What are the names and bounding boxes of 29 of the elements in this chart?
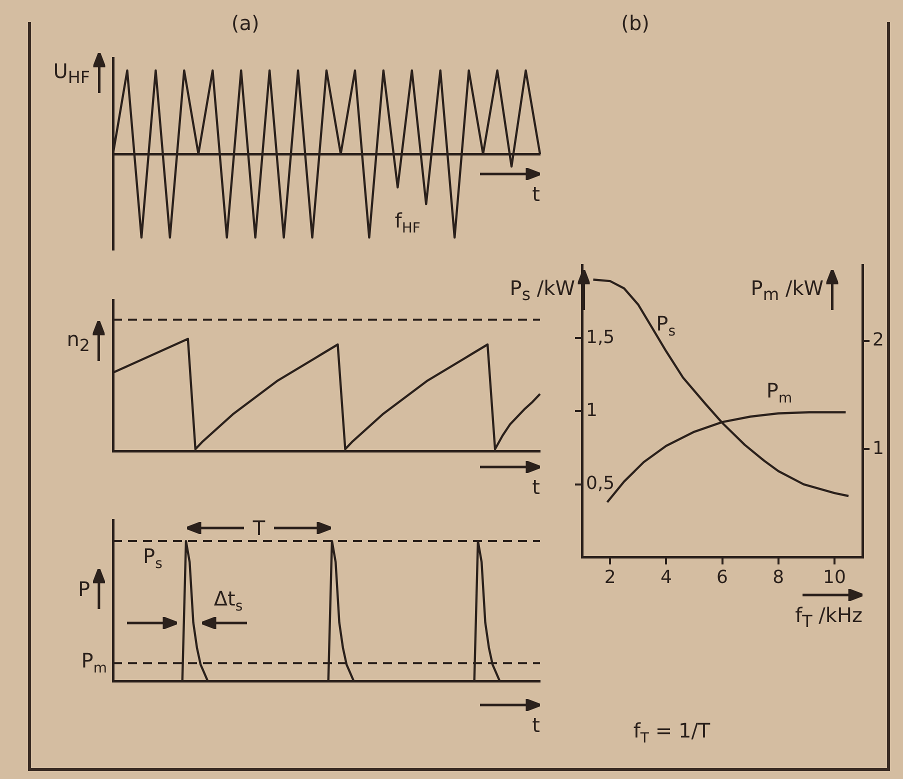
ref-line-label: P$_{s}$ <box>143 544 162 572</box>
y-axis-title: U$_{HF}$ <box>53 59 90 88</box>
y-axis-title: n$_{2}$ <box>66 326 90 355</box>
x-tick-label: 2 <box>604 566 616 588</box>
x-tick-label: 8 <box>772 566 784 588</box>
y2-axis-title: P$_{m}$ /kW <box>750 276 824 304</box>
y-tick-label: 1 <box>586 400 598 421</box>
chart-title: (b) <box>621 11 650 35</box>
chart-title: (a) <box>231 11 260 35</box>
ref-line-label: P$_{m}$ <box>81 648 107 677</box>
annotation: f$_{HF}$ <box>394 208 420 237</box>
annotation: Δt$_{s}$ <box>214 586 243 614</box>
series-label: P$_{s}$ <box>656 311 676 340</box>
x-axis-title: f$_{T}$ /kHz <box>795 603 863 632</box>
text: T <box>252 516 266 540</box>
x-axis-title: t <box>532 713 540 738</box>
series-label: P$_{m}$ <box>766 378 792 408</box>
x-axis-title: t <box>532 475 540 500</box>
text: f$_{T}$ = 1/T <box>633 718 710 747</box>
x-tick-label: 6 <box>716 566 728 588</box>
y2-tick-label: 1 <box>872 438 884 459</box>
x-axis-title: t <box>532 182 540 206</box>
y-axis-title: P <box>78 577 90 602</box>
x-tick-label: 10 <box>823 566 846 588</box>
y-tick-label: 1,5 <box>586 326 615 348</box>
y-tick-label: 0,5 <box>586 472 615 494</box>
y-axis-title: P$_{s}$ /kW <box>510 276 575 304</box>
y2-tick-label: 2 <box>872 329 884 350</box>
x-tick-label: 4 <box>660 566 672 588</box>
